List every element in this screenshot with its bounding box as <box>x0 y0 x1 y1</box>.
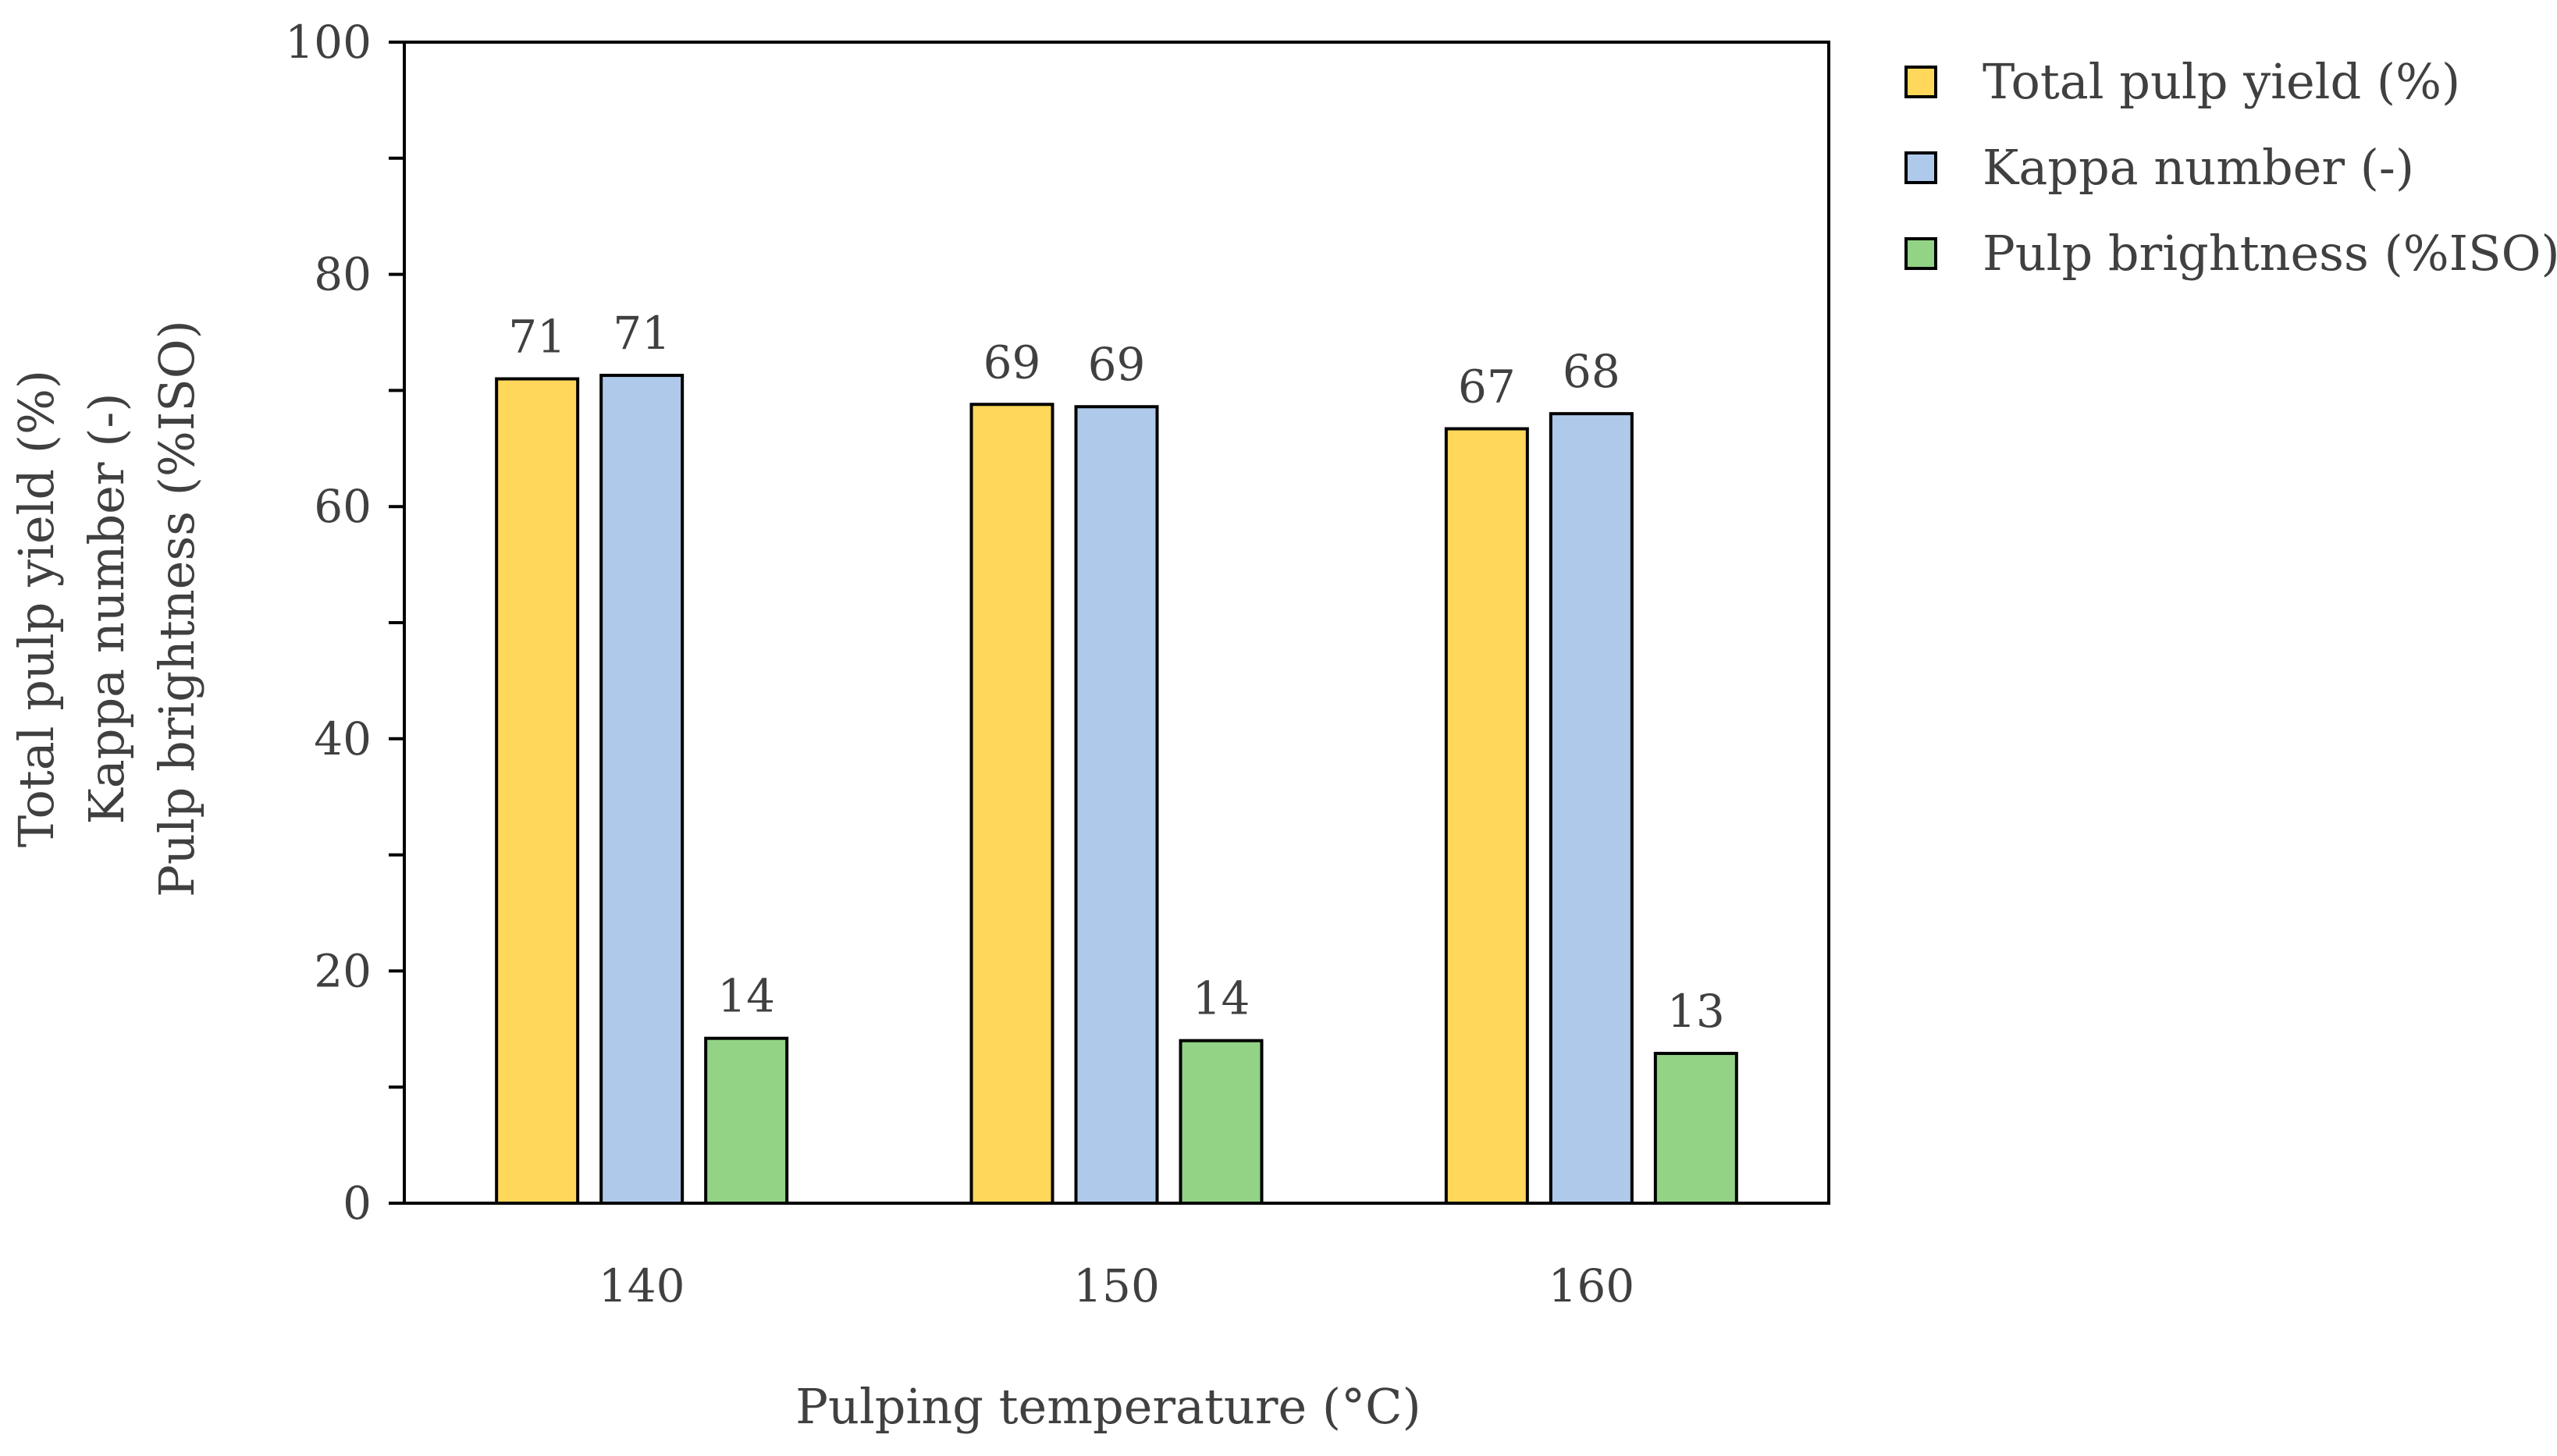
x-tick-label: 160 <box>1548 1259 1634 1312</box>
data-label: 14 <box>1193 972 1250 1025</box>
bar <box>704 1036 789 1205</box>
y-tick-label: 20 <box>314 944 372 997</box>
bar <box>969 403 1054 1205</box>
data-label: 68 <box>1563 345 1620 398</box>
legend-label: Kappa number (-) <box>1983 139 2414 196</box>
y-axis-ticks: 0 20 40 60 80 100 <box>285 16 404 1230</box>
data-label: 67 <box>1458 360 1516 414</box>
bar <box>599 374 685 1205</box>
legend-swatch <box>1904 66 1937 98</box>
data-label: 14 <box>717 970 775 1023</box>
x-axis-ticks: 140 150 160 <box>599 1259 1634 1312</box>
x-axis-title: Pulping temperature (°C) <box>795 1378 1421 1435</box>
y-axis-title: Total pulp yield (%) Kappa number (-) Pu… <box>8 320 205 897</box>
x-tick-label: 140 <box>599 1259 685 1312</box>
bar <box>1653 1052 1738 1205</box>
y-axis-title-line-2: Kappa number (-) <box>78 392 135 824</box>
data-label: 69 <box>983 336 1041 389</box>
bar <box>1549 412 1634 1205</box>
y-axis-title-line-3: Pulp brightness (%ISO) <box>148 320 205 897</box>
legend-swatch <box>1904 237 1937 270</box>
legend-item: Pulp brightness (%ISO) <box>1904 225 2557 282</box>
data-label: 71 <box>508 311 566 364</box>
x-tick-label: 150 <box>1073 1259 1160 1312</box>
legend-swatch <box>1904 151 1937 184</box>
bar <box>1074 405 1159 1205</box>
y-axis-title-line-1: Total pulp yield (%) <box>8 370 65 847</box>
data-labels: 71 71 14 69 69 14 67 68 13 <box>508 307 1724 1038</box>
plot-area: 0 20 40 60 80 100 71 71 14 69 69 14 67 68 13 140 150 16… <box>285 16 1830 1312</box>
legend-item: Total pulp yield (%) <box>1904 53 2460 110</box>
legend-label: Total pulp yield (%) <box>1983 53 2460 110</box>
bar <box>1179 1039 1264 1206</box>
data-label: 69 <box>1088 338 1146 391</box>
legend-label: Pulp brightness (%ISO) <box>1983 225 2557 282</box>
data-label: 71 <box>613 307 670 360</box>
y-tick-label: 40 <box>314 712 372 765</box>
y-tick-label: 100 <box>285 16 372 69</box>
legend: Total pulp yield (%) Kappa number (-) Pulp… <box>1904 53 2557 282</box>
y-tick-label: 0 <box>343 1177 372 1230</box>
bars <box>495 374 1738 1206</box>
legend-item: Kappa number (-) <box>1904 139 2414 196</box>
bar <box>495 377 580 1205</box>
y-tick-label: 80 <box>314 248 372 301</box>
y-tick-label: 60 <box>314 480 372 533</box>
data-label: 13 <box>1667 985 1725 1038</box>
bar <box>1444 427 1529 1205</box>
